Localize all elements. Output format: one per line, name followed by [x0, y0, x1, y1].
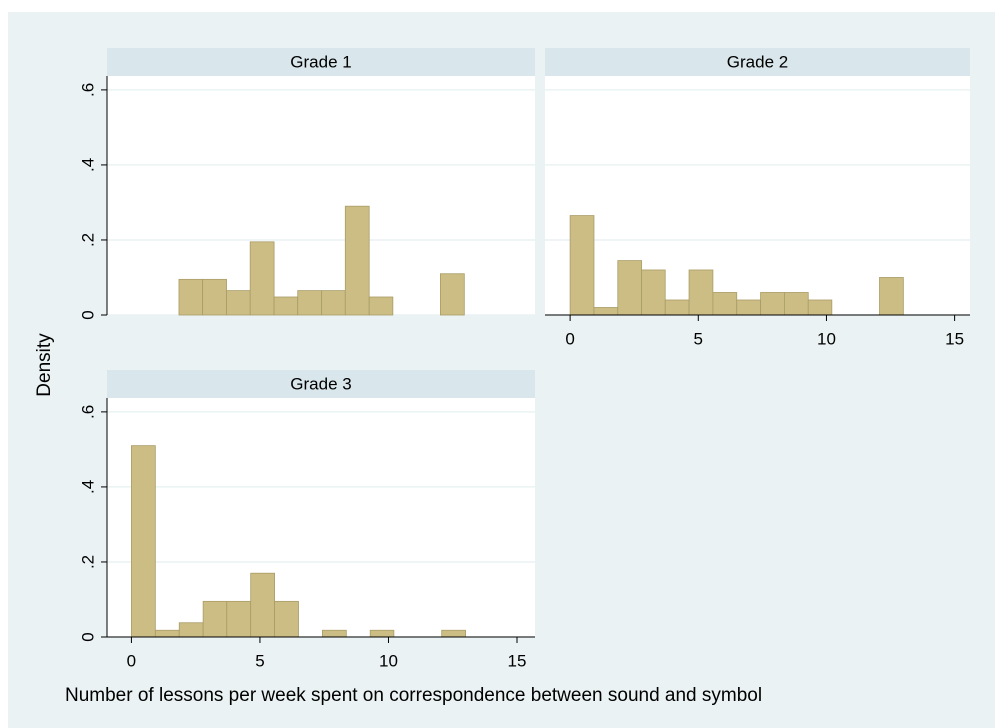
bar: [760, 292, 785, 316]
bar: [226, 600, 252, 638]
bar: [664, 299, 690, 316]
bar: [441, 629, 466, 638]
bar: [226, 290, 251, 316]
bar: [369, 629, 395, 638]
y-tick-label: .6: [78, 83, 97, 97]
bar: [784, 292, 809, 316]
panel-title: Grade 2: [727, 52, 788, 71]
strip: [545, 48, 970, 76]
bar: [297, 290, 323, 316]
bar: [178, 622, 204, 638]
bar: [736, 299, 761, 316]
x-tick-label: 10: [379, 651, 398, 670]
plot-area: [545, 76, 970, 315]
y-tick-label: .6: [78, 405, 97, 419]
panel-title: Grade 1: [290, 52, 351, 71]
bar: [322, 629, 347, 638]
bar: [879, 277, 904, 316]
y-tick-label: .4: [78, 480, 97, 494]
bar: [131, 445, 156, 638]
y-tick-label: .2: [78, 555, 97, 569]
x-tick-label: 15: [945, 329, 964, 348]
x-axis-label: Number of lessons per week spent on corr…: [65, 685, 762, 706]
x-tick-label: 15: [508, 651, 527, 670]
bar: [274, 600, 299, 638]
bar: [688, 269, 714, 316]
bar: [250, 572, 276, 638]
bar: [344, 205, 370, 316]
x-tick-label: 10: [817, 329, 836, 348]
x-tick-label: 5: [255, 651, 264, 670]
y-tick-label: .2: [78, 233, 97, 247]
bar: [368, 296, 394, 316]
bar: [154, 629, 180, 638]
bar: [202, 278, 227, 316]
panel-title: Grade 3: [290, 374, 351, 393]
strip: [107, 370, 535, 398]
bar: [641, 269, 666, 316]
x-tick-label: 5: [694, 329, 703, 348]
bar: [712, 292, 738, 316]
bar: [321, 290, 346, 316]
bar: [617, 260, 643, 316]
bar: [273, 296, 299, 316]
y-tick-label: 0: [78, 632, 97, 641]
y-tick-label: .4: [78, 158, 97, 172]
bar: [440, 273, 465, 316]
plot-area: [107, 76, 535, 315]
x-tick-label: 0: [565, 329, 574, 348]
bar: [202, 600, 228, 638]
y-tick-label: 0: [78, 310, 97, 319]
bar: [593, 307, 619, 316]
bar: [569, 215, 595, 316]
bar: [249, 241, 275, 316]
x-tick-label: 0: [127, 651, 136, 670]
y-axis-label: Density: [34, 333, 55, 397]
bar: [178, 278, 204, 316]
bar: [807, 299, 833, 316]
strip: [107, 48, 535, 76]
plot-area: [107, 398, 535, 637]
